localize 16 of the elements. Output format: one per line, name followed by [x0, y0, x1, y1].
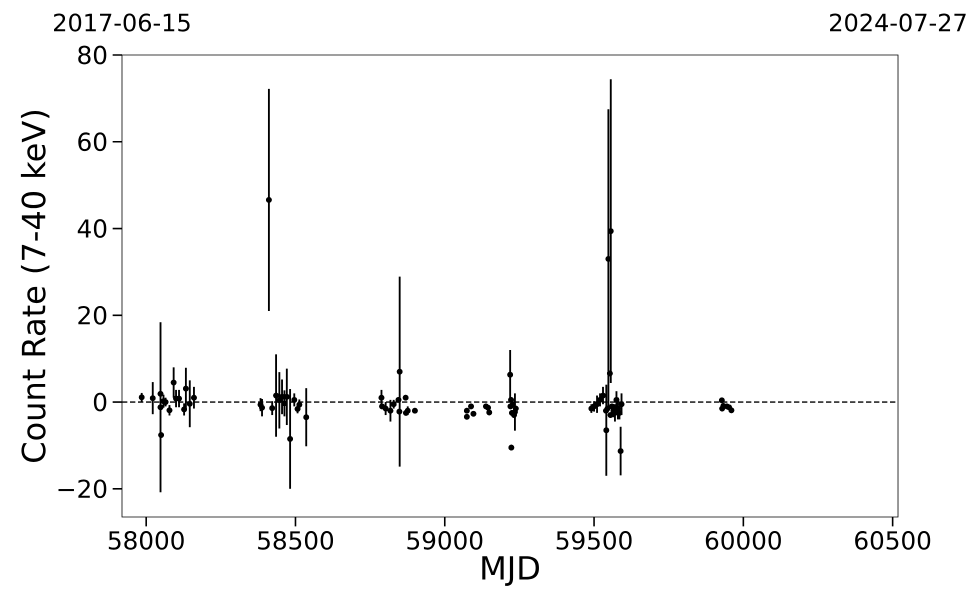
x-tick-label: 59000 [407, 531, 482, 550]
y-tick-label: 60 [78, 132, 106, 152]
x-tick-label: 58500 [258, 531, 334, 550]
x-tick-label: 58000 [108, 531, 184, 550]
y-tick-label: 20 [78, 306, 106, 325]
x2-tick-label: 2017-06-15 [54, 13, 190, 32]
x-tick-label: 59500 [556, 531, 632, 550]
y-tick-label: −20 [58, 479, 106, 498]
y-tick-label: 80 [78, 46, 106, 64]
y-tick-label: 40 [78, 219, 106, 238]
x-tick-label: 60000 [706, 531, 781, 550]
y-axis-title: Count Rate (7-40 keV) [20, 111, 50, 462]
x-tick-label: 60500 [855, 531, 930, 550]
y-tick-label: 0 [94, 392, 106, 412]
x2-tick-label: 2024-07-27 [830, 13, 966, 32]
x-axis-title: MJD [482, 556, 539, 586]
